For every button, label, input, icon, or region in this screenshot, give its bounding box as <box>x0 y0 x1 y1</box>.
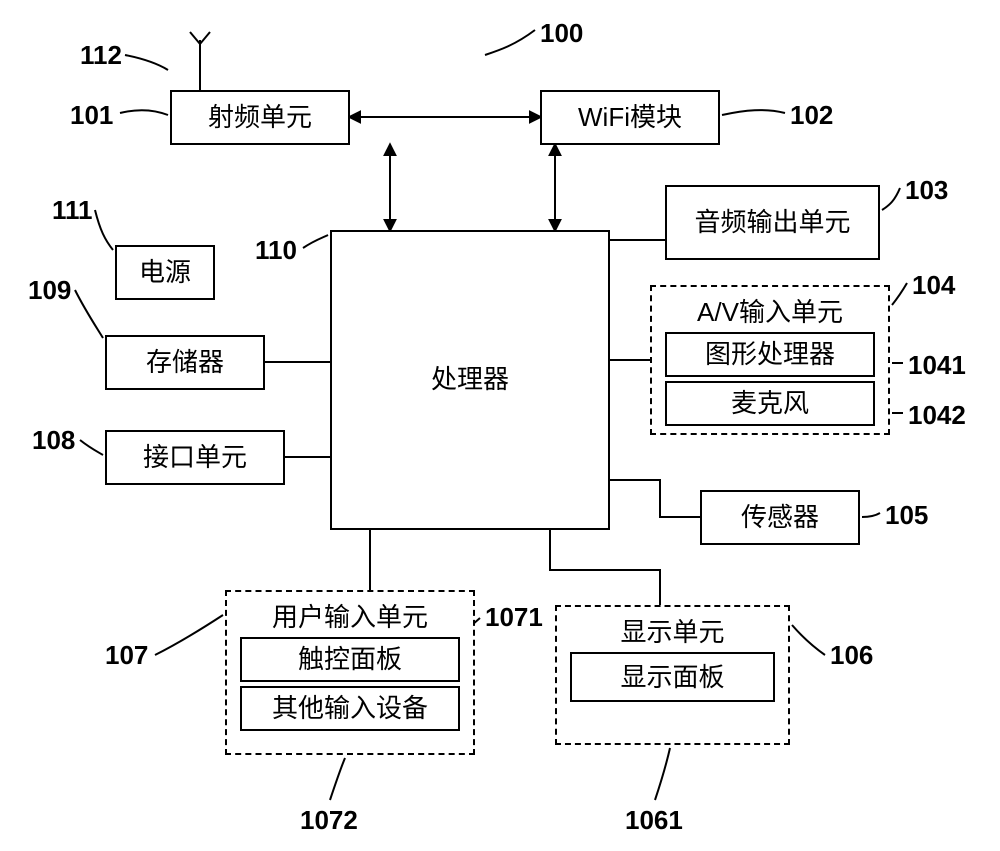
node-gpu: 图形处理器 <box>665 332 875 377</box>
node-userinput-title: 用户输入单元 <box>235 602 465 633</box>
node-wifi-label: WiFi模块 <box>578 102 682 133</box>
node-memory-label: 存储器 <box>146 347 224 378</box>
node-interface: 接口单元 <box>105 430 285 485</box>
node-memory: 存储器 <box>105 335 265 390</box>
node-power: 电源 <box>115 245 215 300</box>
node-sensor-label: 传感器 <box>741 502 819 533</box>
node-display: 显示单元显示面板 <box>555 605 790 745</box>
node-audio: 音频输出单元 <box>665 185 880 260</box>
ref-label-1041: 1041 <box>908 350 966 381</box>
ref-label-107: 107 <box>105 640 148 671</box>
ref-label-1072: 1072 <box>300 805 358 836</box>
ref-label-102: 102 <box>790 100 833 131</box>
node-audio-label: 音频输出单元 <box>694 207 850 238</box>
ref-label-111: 111 <box>52 195 93 226</box>
diagram-canvas: 射频单元 WiFi模块电源存储器接口单元 处理器 音频输出单元 A/V输入单元图形处理器… <box>0 0 1000 851</box>
node-processor: 处理器 <box>330 230 610 530</box>
node-userinput: 用户输入单元触控面板其他输入设备 <box>225 590 475 755</box>
ref-label-106: 106 <box>830 640 873 671</box>
node-rf: 射频单元 <box>170 90 350 145</box>
ref-label-100: 100 <box>540 18 583 49</box>
node-sensor: 传感器 <box>700 490 860 545</box>
node-other: 其他输入设备 <box>240 686 460 731</box>
ref-label-1042: 1042 <box>908 400 966 431</box>
node-power-label: 电源 <box>139 257 191 288</box>
ref-label-112: 112 <box>80 40 122 71</box>
ref-label-108: 108 <box>32 425 75 456</box>
node-rf-label: 射频单元 <box>208 102 312 133</box>
ref-label-1061: 1061 <box>625 805 683 836</box>
node-av-title: A/V输入单元 <box>660 297 880 328</box>
node-wifi: WiFi模块 <box>540 90 720 145</box>
ref-label-101: 101 <box>70 100 113 131</box>
node-processor-label: 处理器 <box>431 364 509 395</box>
ref-label-104: 104 <box>912 270 955 301</box>
node-mic: 麦克风 <box>665 381 875 426</box>
ref-label-105: 105 <box>885 500 928 531</box>
node-interface-label: 接口单元 <box>143 442 247 473</box>
node-av: A/V输入单元图形处理器麦克风 <box>650 285 890 435</box>
ref-label-110: 110 <box>255 235 297 266</box>
node-touch: 触控面板 <box>240 637 460 682</box>
ref-label-103: 103 <box>905 175 948 206</box>
ref-label-109: 109 <box>28 275 71 306</box>
ref-label-1071: 1071 <box>485 602 543 633</box>
node-display-title: 显示单元 <box>565 617 780 648</box>
node-panel: 显示面板 <box>570 652 775 702</box>
